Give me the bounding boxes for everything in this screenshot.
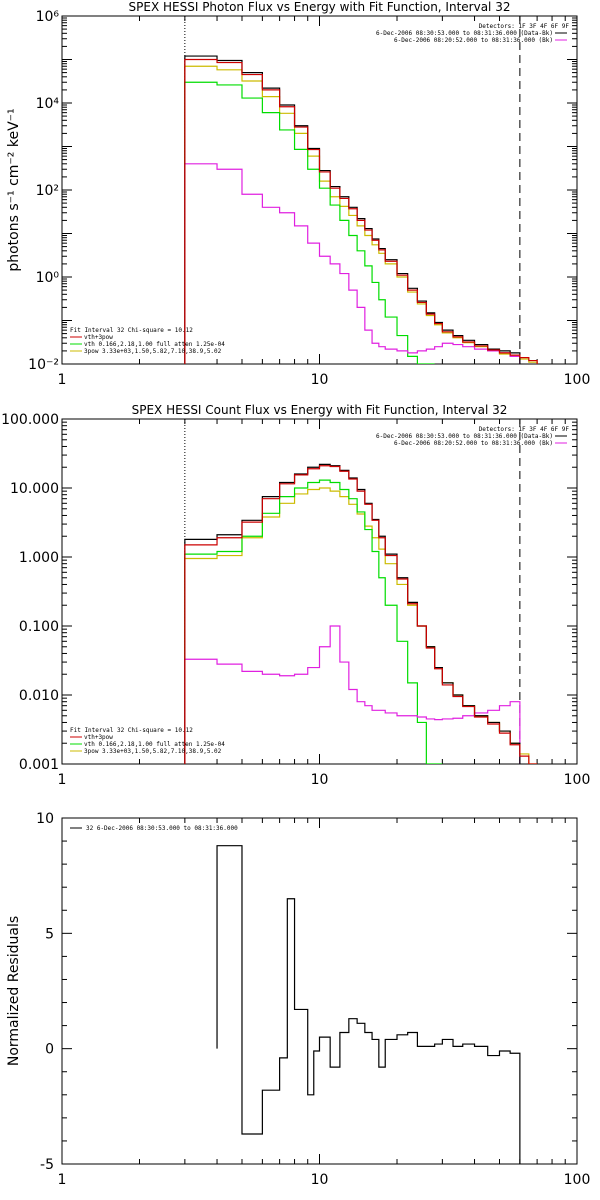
y-tick-label: 0.100 [19,619,59,635]
y-tick-label: 10⁶ [36,9,60,25]
legend-header: Detectors: 1F 3F 4F 6F 9F [479,426,570,433]
y-tick-label: 5 [45,926,54,942]
x-tick-label: 10 [311,372,329,388]
chart-title: SPEX HESSI Count Flux vs Energy with Fit… [132,403,508,417]
y-tick-label: 100.000 [1,412,59,428]
y-tick-label: -5 [40,1157,54,1173]
legend-header: Fit Interval 32 Chi-square = 10.12 [70,727,193,734]
legend-entry: 6-Dec-2006 08:20:52.000 to 08:31:36.000 … [394,37,553,44]
y-tick-label: 1.000 [19,550,59,566]
series-vth-3pow [184,465,538,764]
legend-entry: 3pow 3.33e+03,1.50,5.82,7.10,38.9,5.02 [84,348,222,355]
series-vth [184,81,435,364]
y-axis-label: Normalized Residuals [6,916,22,1066]
plot-frame [61,817,578,1165]
legend-entry: vth+3pow [84,334,113,341]
y-tick-label: 10 [36,811,54,827]
series-data-bk [184,55,521,364]
y-tick-label: 10⁰ [36,270,60,286]
series-bk [184,625,521,764]
x-tick-label: 1 [58,1172,67,1188]
legend-top: Detectors: 1F 3F 4F 6F 9F6-Dec-2006 08:3… [376,426,569,447]
y-tick-label: 0.010 [19,688,59,704]
legend-entry: 3pow 3.33e+03,1.50,5.82,7.10,38.9,5.02 [84,748,222,755]
plot-frame [61,418,578,765]
legend-top: 32 6-Dec-2006 08:30:53.000 to 08:31:36.0… [70,825,238,832]
y-tick-label: 10⁻² [28,357,59,373]
legend-entry: 32 6-Dec-2006 08:30:53.000 to 08:31:36.0… [86,825,238,832]
series-data-bk [184,463,521,764]
series-3pow [184,487,538,764]
chart-title: SPEX HESSI Photon Flux vs Energy with Fi… [129,0,511,14]
x-tick-label: 100 [564,1172,591,1188]
legend-entry: vth 0.166,2.18,1.00 full atten 1.25e-04 [84,341,225,348]
legend-entry: vth 0.166,2.18,1.00 full atten 1.25e-04 [84,741,225,748]
x-tick-label: 10 [311,772,329,788]
y-tick-label: 10² [36,183,59,199]
series-3pow [184,65,538,364]
x-tick-label: 10 [311,1172,329,1188]
y-axis-label: photons s⁻¹ cm⁻² keV⁻¹ [6,108,22,271]
chart-panel-3: 1 10 100 -5 0 5 10 Normalized Residuals 32 6-Dec… [6,811,590,1188]
y-tick-label: 0 [45,1042,54,1058]
chart-panel-1: SPEX HESSI Photon Flux vs Energy with Fi… [6,0,590,388]
legend-entry: 6-Dec-2006 08:30:53.000 to 08:31:36.000 … [376,433,553,440]
legend-bottom: Fit Interval 32 Chi-square = 10.12vth+3p… [70,727,225,755]
series-bk [184,163,521,364]
legend-entry: 6-Dec-2006 08:20:52.000 to 08:31:36.000 … [394,440,553,447]
x-tick-label: 1 [58,372,67,388]
x-tick-label: 100 [564,772,591,788]
y-tick-label: 10.000 [10,481,59,497]
y-tick-label: 10⁴ [36,96,60,112]
x-tick-label: 1 [58,772,67,788]
legend-bottom: Fit Interval 32 Chi-square = 10.12vth+3p… [70,327,225,355]
series-vth-3pow [184,58,538,364]
legend-top: Detectors: 1F 3F 4F 6F 9F6-Dec-2006 08:3… [376,23,569,44]
x-tick-label: 100 [564,372,591,388]
plot-frame [61,15,578,365]
chart-panel-2: SPEX HESSI Count Flux vs Energy with Fit… [1,403,590,788]
series-vth [184,479,443,764]
legend-entry: 6-Dec-2006 08:30:53.000 to 08:31:36.000 … [376,30,553,37]
legend-entry: vth+3pow [84,734,113,741]
legend-header: Fit Interval 32 Chi-square = 10.12 [70,327,193,334]
series-residuals [216,845,521,1164]
y-tick-label: 0.001 [19,757,59,773]
legend-header: Detectors: 1F 3F 4F 6F 9F [479,23,570,30]
